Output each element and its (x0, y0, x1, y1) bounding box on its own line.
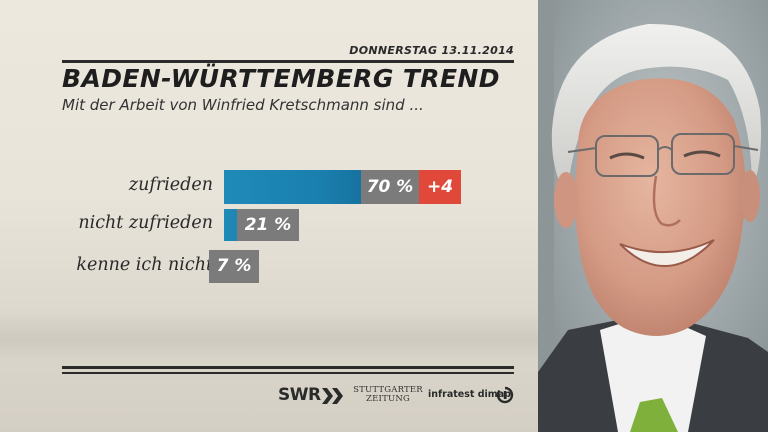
category-label-nicht-zufrieden: nicht zufrieden (78, 213, 213, 233)
value-label-kenne-ich-nicht: 7 % (209, 250, 259, 283)
category-label-kenne-ich-nicht: kenne ich nicht (76, 255, 213, 275)
change-label-zufrieden: +4 (419, 170, 461, 204)
footer-rule-thin (62, 372, 514, 374)
value-label-zufrieden: 70 % (361, 170, 419, 204)
swr-arrows-icon (322, 388, 343, 404)
portrait-photo (538, 0, 768, 432)
footer-rule-thick (62, 366, 514, 369)
infratest-dimap-icon (496, 386, 514, 404)
infratest-dimap-logo: infratest dimap (428, 389, 511, 400)
category-label-zufrieden: zufrieden (128, 175, 213, 195)
chart-subtitle: Mit der Arbeit von Winfried Kretschmann … (62, 96, 424, 114)
source-logos: SWR Stuttgarter Zeitung infratest dimap (278, 383, 518, 409)
swr-logo: SWR (278, 385, 321, 405)
broadcast-date: DONNERSTAG 13.11.2014 (349, 44, 514, 57)
header-rule (62, 60, 514, 63)
value-label-nicht-zufrieden: 21 % (237, 209, 299, 241)
chart-title: BADEN-WÜRTTEMBERG TREND (62, 64, 500, 93)
chart-panel: DONNERSTAG 13.11.2014 BADEN-WÜRTTEMBERG … (0, 0, 538, 432)
stuttgarter-zeitung-logo: Stuttgarter Zeitung (353, 385, 423, 404)
